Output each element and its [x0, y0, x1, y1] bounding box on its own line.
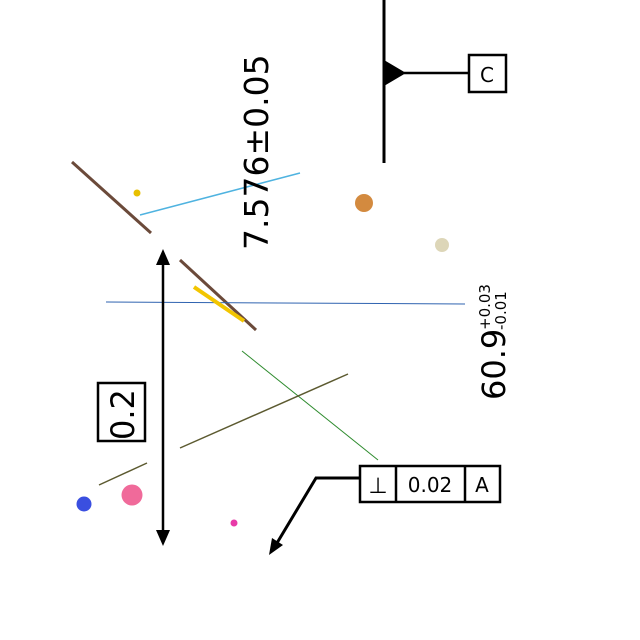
dimension-right-lower: -0.01	[492, 291, 510, 330]
blue-horizontal-line	[105, 301, 466, 305]
dimension-right-nominal: 60.9	[475, 329, 513, 400]
basic-dimension-box	[96, 381, 147, 443]
blue-dot	[76, 496, 92, 512]
fcf-leader-arrowhead	[269, 538, 283, 555]
olive-line-left	[98, 462, 148, 486]
orange-dot	[355, 194, 373, 212]
sky-line	[139, 172, 301, 216]
fcf-frame	[358, 464, 502, 504]
dimension-vertical-nominal: 7.576	[237, 156, 276, 250]
yellow-dot	[133, 189, 141, 197]
basic-dimension-text: 0.2	[104, 389, 142, 440]
dimension-vertical-text: 7.576±0.05	[237, 54, 276, 250]
fcf-perpendicularity-symbol: ⊥	[368, 474, 387, 499]
brown-line-upper	[70, 160, 153, 235]
dimension-right-upper: +0.03	[476, 284, 494, 330]
arrowhead-down	[156, 530, 170, 546]
fcf-tolerance-value: 0.02	[408, 473, 453, 497]
olive-line-right	[179, 373, 349, 449]
green-diagonal-line	[241, 350, 379, 461]
arrowhead-up	[156, 249, 170, 265]
datum-label: C	[480, 63, 494, 87]
fcf-datum-reference: A	[475, 473, 489, 497]
datum-box	[467, 53, 508, 94]
dimension-vertical-tolerance: ±0.05	[237, 54, 276, 155]
datum-triangle	[384, 60, 406, 86]
yellow-line	[192, 285, 246, 323]
pink-dot	[121, 484, 143, 506]
magenta-dot	[230, 519, 238, 527]
beige-dot	[435, 238, 449, 252]
fcf-leader	[272, 476, 360, 549]
